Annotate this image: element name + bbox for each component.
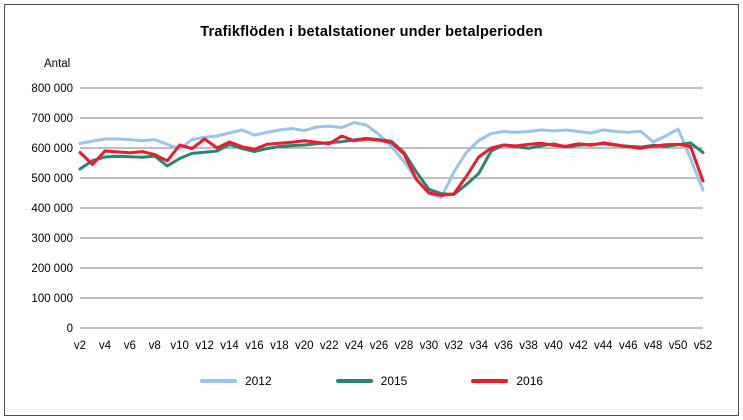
- x-tick-label: v50: [669, 340, 688, 352]
- x-tick-label: v22: [320, 340, 339, 352]
- x-tick-label: v26: [370, 340, 389, 352]
- y-tick-label: 300 000: [31, 233, 73, 245]
- x-tick-label: v48: [644, 340, 663, 352]
- y-tick-label: 500 000: [31, 173, 73, 185]
- legend: 2012 2015 2016: [0, 374, 743, 388]
- x-tick-label: v46: [619, 340, 638, 352]
- x-tick-label: v42: [569, 340, 588, 352]
- chart-frame: [4, 4, 739, 416]
- x-tick-label: v44: [594, 340, 613, 352]
- y-tick-label: 600 000: [31, 143, 73, 155]
- x-tick-label: v10: [170, 340, 189, 352]
- x-axis-tick-labels: v2 v4 v6 v8 v10 v12 v14 v16 v18 v20 v22 v24 v26 v28 v3…: [74, 340, 712, 352]
- x-tick-label: v18: [270, 340, 289, 352]
- y-tick-label: 0: [67, 323, 73, 335]
- y-axis-tick-labels: 800 000 700 000 600 000 500 000 400 000 300 0…: [31, 83, 73, 335]
- x-tick-label: v2: [74, 340, 86, 352]
- series-line-2012: [78, 121, 705, 199]
- x-tick-label: v6: [124, 340, 136, 352]
- x-tick-label: v12: [195, 340, 214, 352]
- series-lines: [78, 121, 705, 199]
- x-tick-label: v52: [694, 340, 713, 352]
- legend-label: 2016: [516, 374, 544, 388]
- x-tick-label: v16: [245, 340, 264, 352]
- x-tick-label: v40: [544, 340, 563, 352]
- x-tick-label: v24: [345, 340, 364, 352]
- x-tick-label: v14: [220, 340, 239, 352]
- x-tick-label: v20: [295, 340, 314, 352]
- x-tick-label: v4: [99, 340, 112, 352]
- y-tick-label: 700 000: [31, 113, 73, 125]
- y-tick-label: 200 000: [31, 263, 73, 275]
- chart-title: Trafikflöden i betalstationer under beta…: [200, 24, 543, 40]
- x-tick-label: v36: [494, 340, 513, 352]
- y-tick-label: 400 000: [31, 203, 73, 215]
- x-tick-label: v38: [519, 340, 538, 352]
- legend-item-2012: 2012: [199, 374, 272, 388]
- legend-swatch-2015: [335, 379, 373, 383]
- legend-item-2015: 2015: [335, 374, 408, 388]
- legend-label: 2015: [380, 374, 408, 388]
- x-tick-label: v30: [420, 340, 439, 352]
- series-line-2016: [78, 134, 705, 197]
- legend-swatch-2012: [199, 379, 237, 383]
- y-tick-label: 800 000: [31, 83, 73, 95]
- x-tick-label: v32: [445, 340, 464, 352]
- legend-swatch-2016: [471, 379, 509, 383]
- y-axis-title: Antal: [44, 58, 71, 70]
- x-tick-label: v28: [395, 340, 414, 352]
- x-tick-label: v8: [149, 340, 161, 352]
- legend-label: 2012: [244, 374, 272, 388]
- gridlines: [80, 87, 703, 329]
- x-tick-label: v34: [469, 340, 488, 352]
- y-tick-label: 100 000: [31, 293, 73, 305]
- legend-item-2016: 2016: [471, 374, 543, 388]
